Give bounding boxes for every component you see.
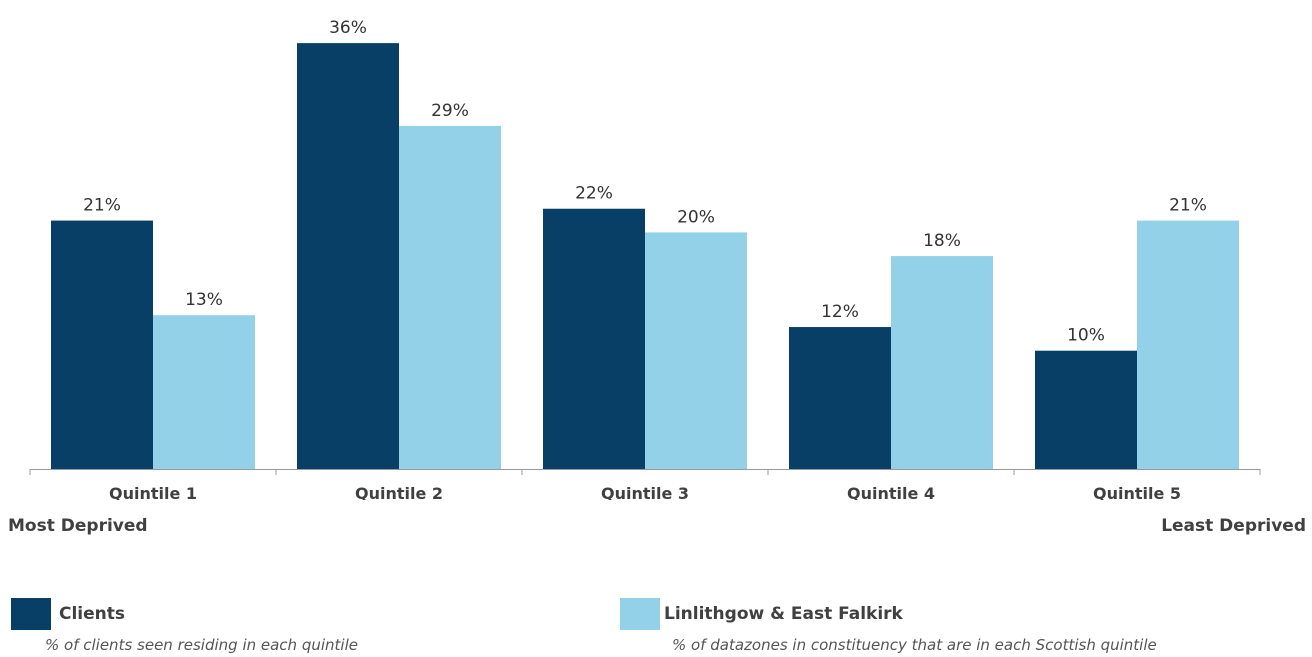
value-label-constituency-q4: 18% [923, 231, 961, 251]
bar-clients-q5 [1035, 350, 1137, 469]
category-label-q5: Quintile 5 [1093, 484, 1181, 500]
category-label-q1: Quintile 1 [109, 484, 197, 500]
value-label-constituency-q2: 29% [431, 101, 469, 121]
legend-swatch-clients [11, 598, 51, 630]
legend-label-clients: Clients [59, 604, 126, 624]
bar-constituency-q5 [1137, 220, 1239, 469]
legend-description-clients: % of clients seen residing in each quint… [45, 636, 358, 654]
category-label-q2: Quintile 2 [355, 484, 443, 500]
bar-constituency-q2 [399, 125, 501, 470]
bar-chart: 21% 13% Quintile 1 36% 29% Quintile 2 22% 20% Qu… [29, 18, 1261, 500]
value-label-constituency-q3: 20% [677, 207, 715, 227]
most-deprived-label: Most Deprived [8, 516, 148, 536]
bar-clients-q4 [789, 327, 891, 469]
bar-clients-q3 [543, 208, 645, 470]
least-deprived-label: Least Deprived [1161, 516, 1306, 536]
value-label-clients-q4: 12% [821, 302, 859, 322]
category-label-q3: Quintile 3 [601, 484, 689, 500]
bar-clients-q1 [51, 220, 153, 469]
bar-constituency-q4 [891, 256, 993, 469]
value-label-clients-q2: 36% [329, 18, 367, 38]
legend-label-constituency: Linlithgow & East Falkirk [664, 604, 903, 624]
value-label-clients-q1: 21% [83, 196, 121, 216]
value-label-clients-q3: 22% [575, 184, 613, 204]
bar-clients-q2 [297, 43, 399, 470]
category-label-q4: Quintile 4 [847, 484, 935, 500]
legend-swatch-constituency [620, 598, 660, 630]
bar-constituency-q3 [645, 232, 747, 469]
bar-constituency-q1 [153, 315, 255, 469]
value-label-constituency-q1: 13% [185, 290, 223, 310]
value-label-clients-q5: 10% [1067, 326, 1105, 346]
legend-description-constituency: % of datazones in constituency that are … [672, 636, 1157, 654]
value-label-constituency-q5: 21% [1169, 196, 1207, 216]
